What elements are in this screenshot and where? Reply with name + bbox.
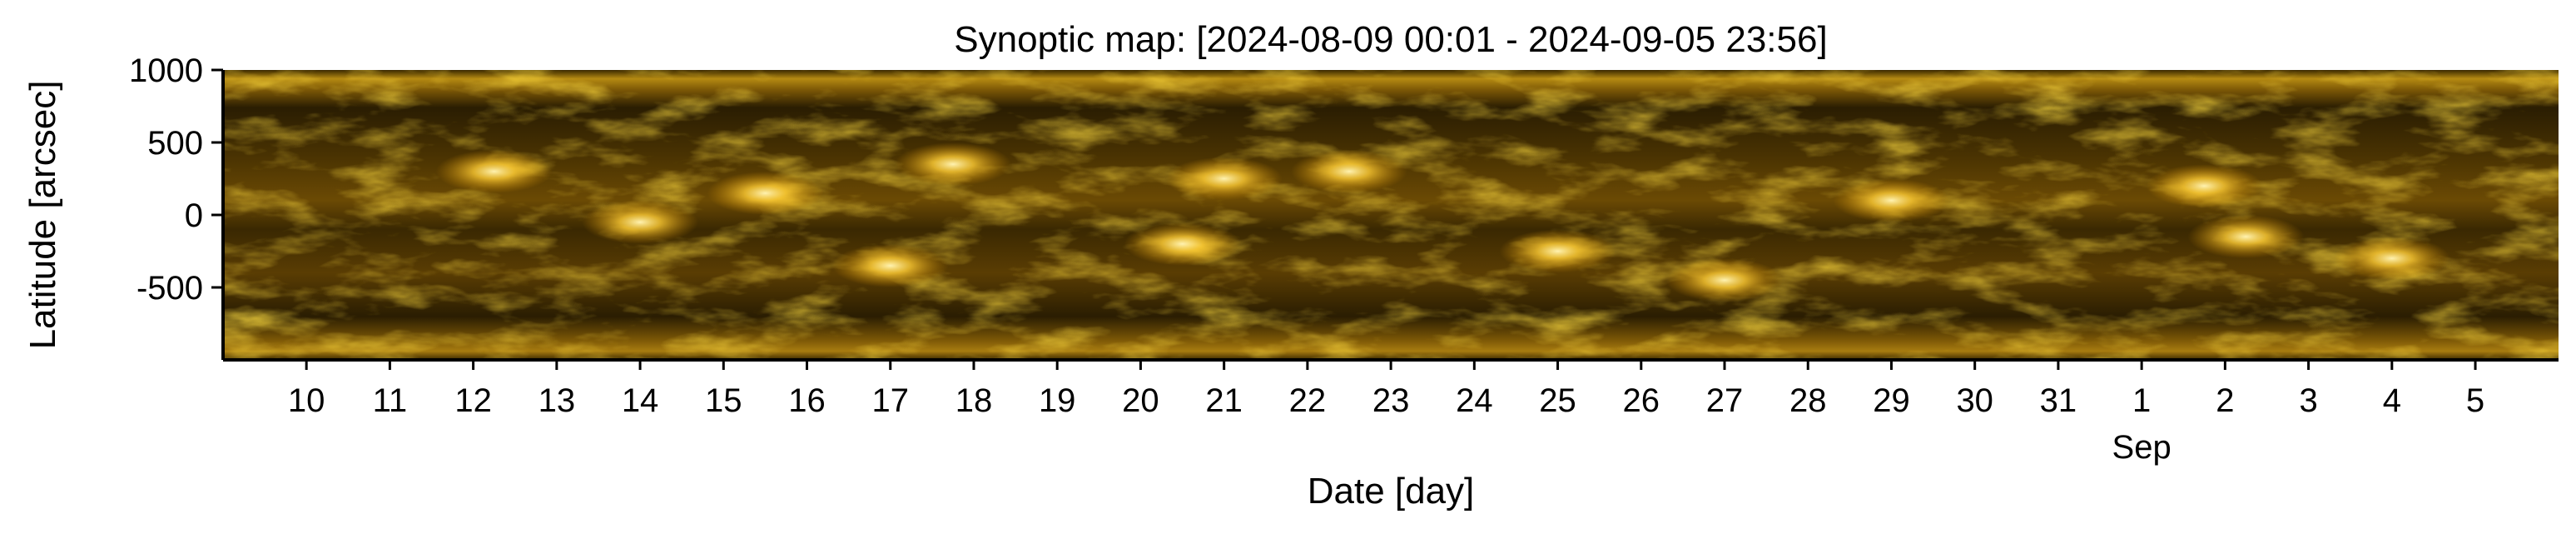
chart-title: Synoptic map: [2024-08-09 00:01 - 2024-0…: [954, 19, 1827, 60]
x-tick-label: 11: [373, 382, 408, 419]
bright-region: [1290, 149, 1407, 193]
x-axis: 10 11 12 13 14 15 16 17 18 19 20 21 22 23 24 25 26 27 28 29…: [223, 358, 2559, 466]
x-tick-label: 26: [1623, 382, 1660, 419]
x-tick-label: 28: [1789, 382, 1827, 419]
x-tick-label: 24: [1456, 382, 1493, 419]
x-tick-label: 15: [705, 382, 742, 419]
y-tick-label: 0: [185, 197, 203, 234]
x-tick-label: 2: [2216, 382, 2234, 419]
bright-region: [1165, 157, 1283, 201]
x-tick-label: 27: [1706, 382, 1744, 419]
x-tick-label: 30: [1956, 382, 1993, 419]
x-tick-label: 4: [2383, 382, 2401, 419]
synoptic-image: [223, 70, 2559, 360]
x-tick-label: 14: [622, 382, 659, 419]
bright-region: [1833, 178, 1950, 222]
x-month-label: Sep: [2112, 429, 2171, 466]
x-tick-label: 3: [2299, 382, 2317, 419]
x-tick-label: 12: [454, 382, 492, 419]
x-tick-label: 16: [788, 382, 826, 419]
bright-region: [1499, 229, 1616, 273]
bright-region: [1666, 258, 1784, 302]
x-axis-label: Date [day]: [1308, 471, 1475, 512]
x-tick-label: 29: [1873, 382, 1910, 419]
x-tick-label: 5: [2466, 382, 2484, 419]
bright-region: [582, 200, 699, 244]
x-tick-label: 21: [1205, 382, 1243, 419]
bright-region: [1124, 222, 1241, 266]
bright-region: [2187, 215, 2305, 259]
y-axis: 1000 500 0 -500: [129, 52, 225, 360]
bright-region: [894, 142, 1011, 187]
bright-region: [435, 149, 553, 193]
x-tick-label: 20: [1122, 382, 1159, 419]
x-tick-label: 23: [1372, 382, 1410, 419]
x-tick-label: 1: [2132, 382, 2151, 419]
x-tick-label: 18: [955, 382, 993, 419]
x-tick-label: 10: [288, 382, 325, 419]
bright-regions-layer: [435, 142, 2450, 302]
bright-region: [2333, 237, 2450, 281]
x-tick-label: 25: [1539, 382, 1576, 419]
y-axis-label: Latitude [arcsec]: [22, 81, 63, 350]
bright-region: [707, 171, 824, 215]
bright-region: [831, 243, 949, 287]
x-tick-label: 31: [2040, 382, 2077, 419]
x-tick-label: 13: [539, 382, 576, 419]
x-tick-label: 22: [1289, 382, 1327, 419]
y-tick-label: -500: [136, 270, 203, 307]
y-tick-label: 1000: [129, 52, 203, 89]
x-tick-label: 19: [1039, 382, 1076, 419]
bright-region: [2146, 164, 2263, 208]
y-tick-label: 500: [147, 125, 203, 162]
x-tick-label: 17: [871, 382, 909, 419]
